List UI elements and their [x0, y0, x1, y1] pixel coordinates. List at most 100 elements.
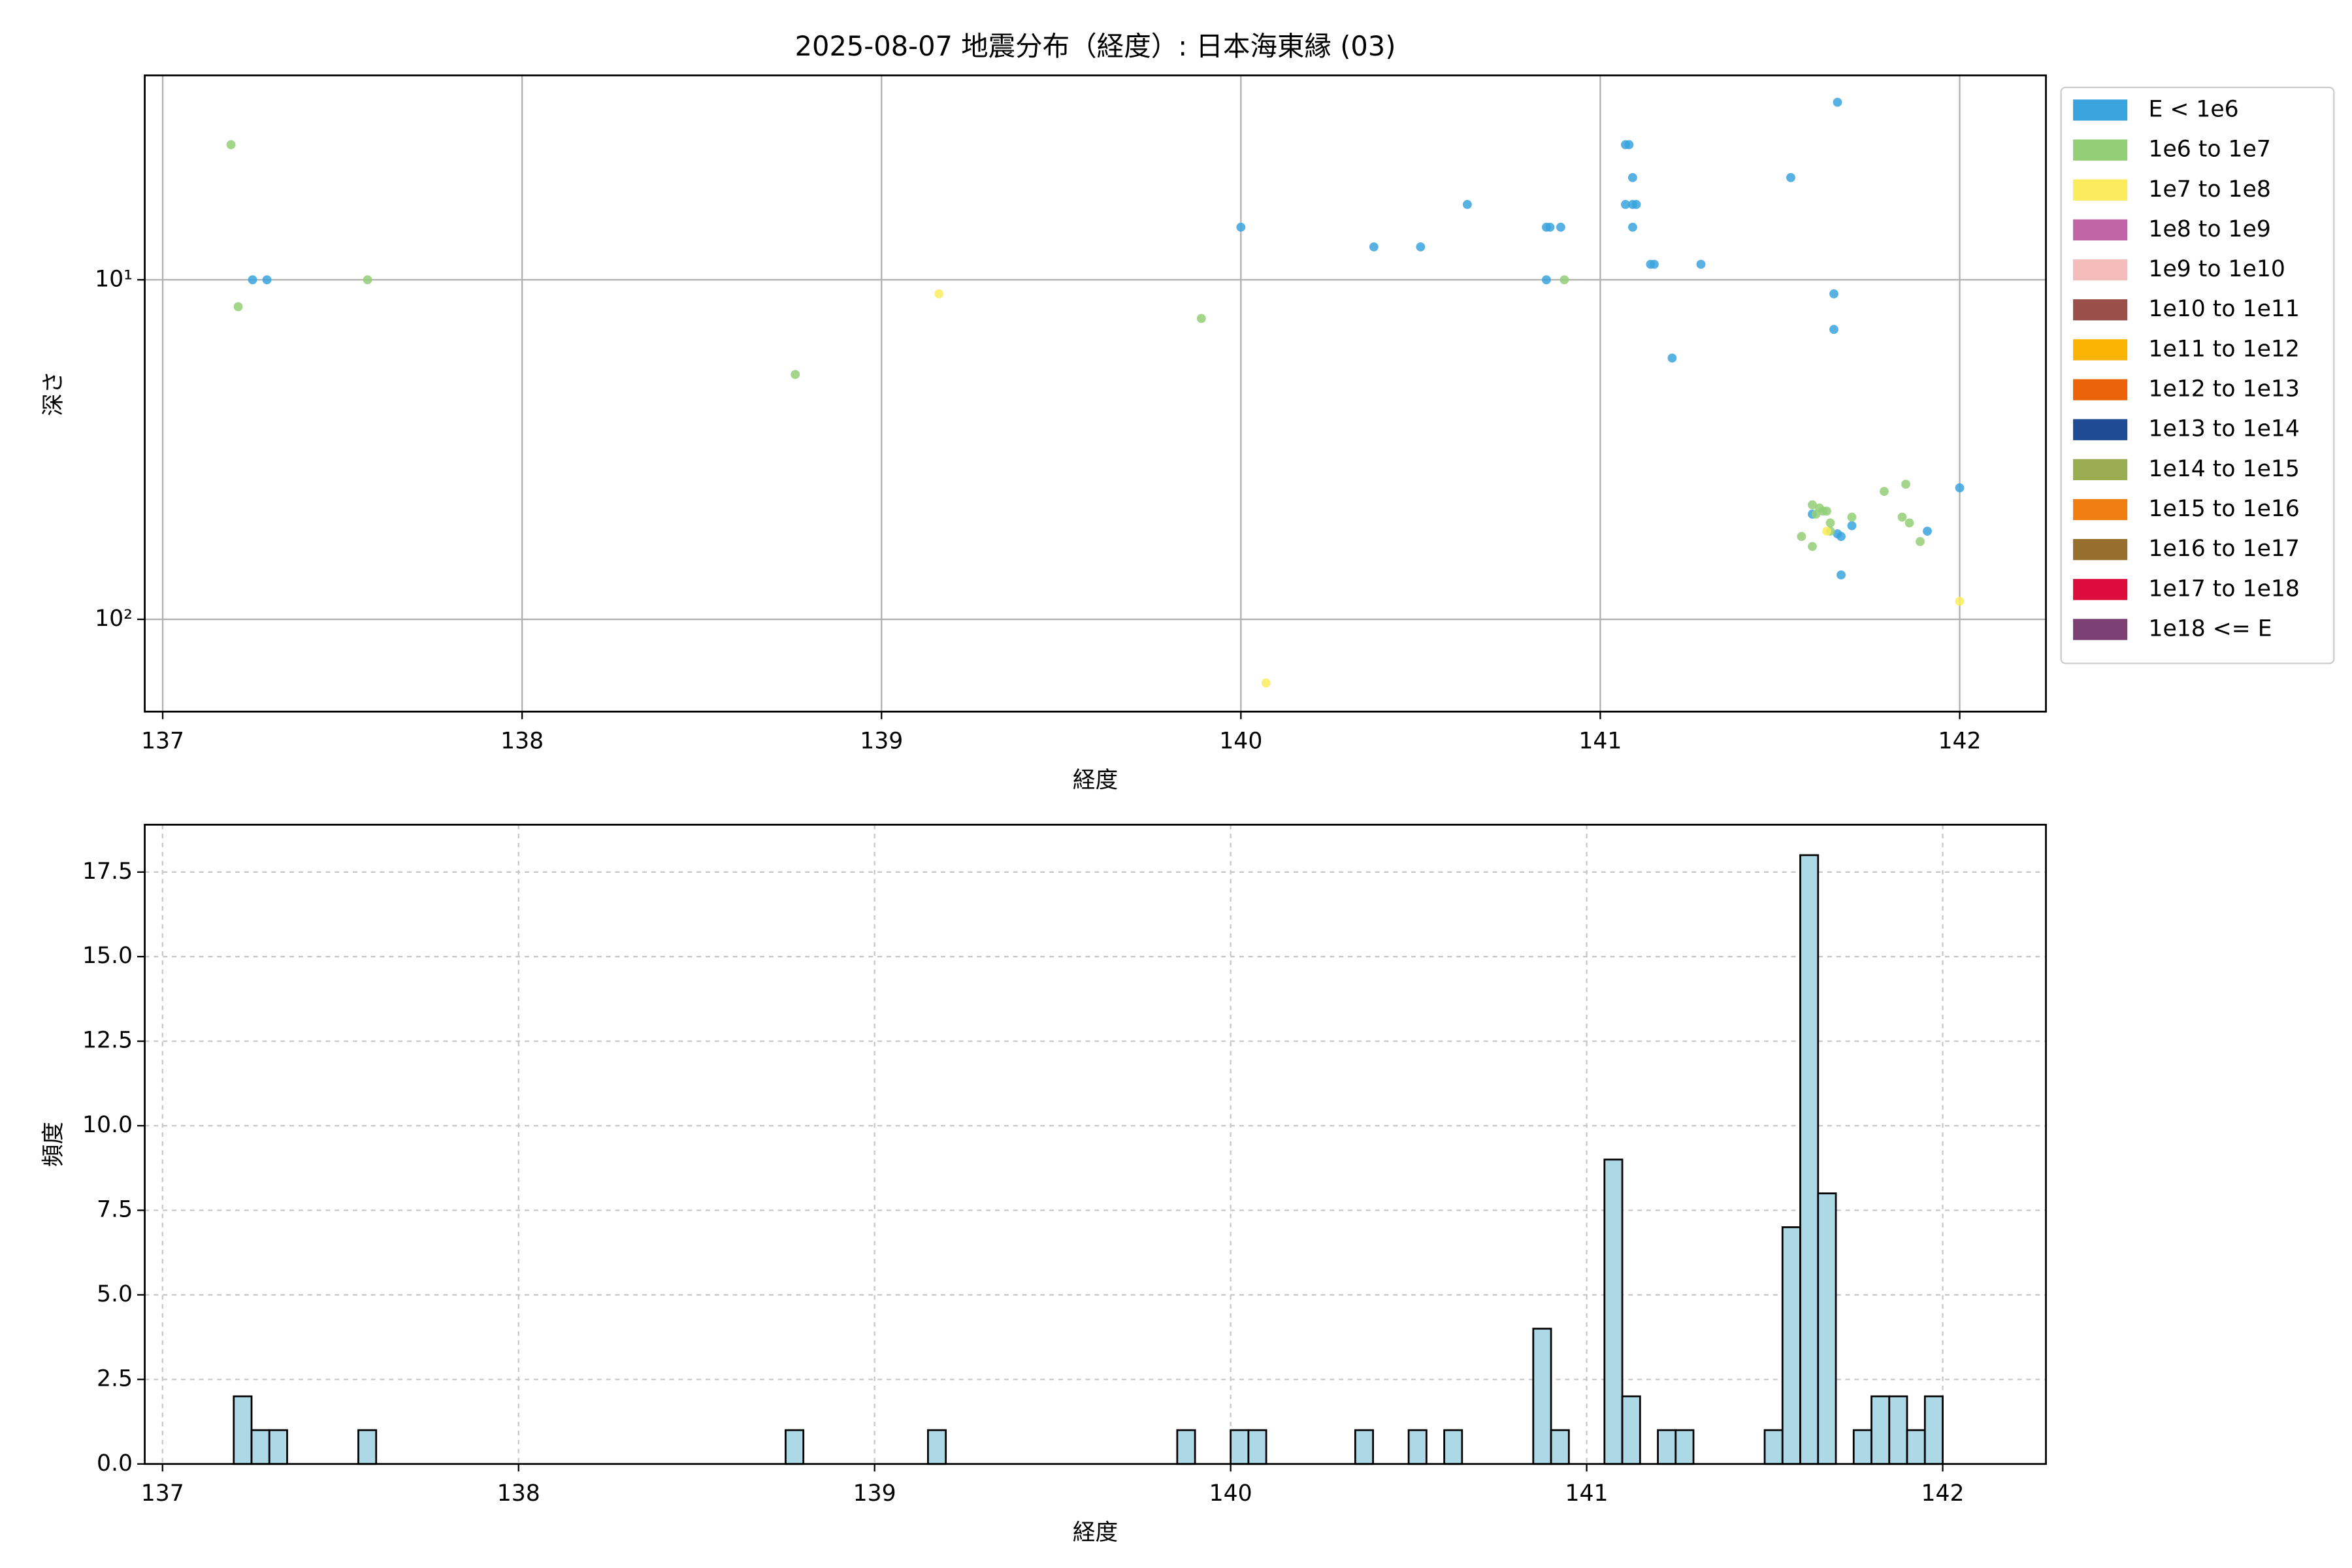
bar — [1176, 1429, 1196, 1465]
point — [1955, 483, 1965, 493]
x-tick-label: 137 — [141, 728, 184, 754]
legend-swatch — [2073, 459, 2128, 480]
y-axis-label: 頻度 — [41, 1122, 67, 1167]
x-tick-label: 139 — [853, 1480, 896, 1507]
legend-swatch — [2073, 419, 2128, 440]
legend-swatch — [2073, 299, 2128, 321]
legend-label: 1e12 to 1e13 — [2148, 376, 2299, 402]
legend-swatch — [2073, 139, 2128, 161]
point — [1624, 140, 1634, 150]
bar — [1799, 854, 1820, 1465]
x-axis-label: 経度 — [1073, 1520, 1118, 1546]
point — [1825, 518, 1835, 528]
legend-swatch — [2073, 619, 2128, 640]
point — [1897, 512, 1907, 522]
point — [1955, 596, 1965, 606]
legend-box — [2060, 86, 2335, 664]
point — [1923, 527, 1932, 536]
y-tick-label: 10.0 — [82, 1112, 133, 1138]
point — [363, 275, 372, 285]
bar — [1603, 1158, 1624, 1465]
legend-label: 1e10 to 1e11 — [2148, 296, 2299, 322]
point — [1797, 532, 1806, 542]
x-tick-label: 139 — [860, 728, 903, 754]
bar — [233, 1395, 253, 1465]
bar — [1550, 1429, 1570, 1465]
y-tick-label: 0.0 — [97, 1450, 133, 1477]
legend-label: 1e11 to 1e12 — [2148, 336, 2299, 362]
legend-label: 1e13 to 1e14 — [2148, 416, 2299, 442]
point — [1541, 275, 1551, 285]
legend-label: 1e6 to 1e7 — [2148, 137, 2270, 163]
bar — [785, 1429, 805, 1465]
bar — [1657, 1429, 1677, 1465]
point — [1196, 314, 1206, 323]
bar — [927, 1429, 947, 1465]
x-tick-label: 142 — [1938, 728, 1981, 754]
y-tick-label: 17.5 — [82, 858, 133, 885]
point — [1837, 570, 1846, 580]
point — [1556, 222, 1565, 232]
legend-swatch — [2073, 498, 2128, 521]
point — [1901, 480, 1910, 489]
point — [1628, 222, 1637, 232]
bar — [1852, 1429, 1872, 1465]
point — [1236, 222, 1246, 232]
y-tick-label: 10² — [95, 606, 133, 632]
bar — [268, 1429, 288, 1465]
bar — [1407, 1429, 1428, 1465]
bar — [1817, 1192, 1837, 1465]
point — [1667, 353, 1677, 363]
point — [1696, 259, 1706, 269]
point — [1560, 275, 1569, 285]
point — [1847, 512, 1857, 522]
legend-swatch — [2073, 99, 2128, 121]
point — [1811, 510, 1821, 519]
y-tick-label: 15.0 — [82, 943, 133, 969]
point — [1621, 200, 1630, 209]
legend-label: 1e18 <= E — [2148, 615, 2272, 642]
bar — [1781, 1226, 1801, 1465]
bar — [250, 1429, 270, 1465]
point — [1829, 289, 1838, 299]
point — [1628, 172, 1637, 182]
y-tick-label: 7.5 — [97, 1196, 133, 1222]
point — [1650, 259, 1659, 269]
plot-frame — [144, 823, 2047, 1465]
point — [1904, 518, 1914, 528]
x-axis-label: 経度 — [1073, 767, 1118, 793]
point — [934, 289, 944, 299]
x-tick-label: 140 — [1209, 1480, 1252, 1507]
point — [791, 370, 800, 380]
point — [1545, 222, 1555, 232]
point — [1833, 97, 1842, 107]
y-axis-label: 深さ — [41, 371, 67, 416]
legend-swatch — [2073, 219, 2128, 241]
bar — [1674, 1429, 1695, 1465]
legend-swatch — [2073, 539, 2128, 561]
legend-swatch — [2073, 579, 2128, 600]
point — [1808, 542, 1817, 551]
bar — [1870, 1395, 1891, 1465]
bar — [1621, 1395, 1641, 1465]
bar — [1923, 1395, 1944, 1465]
point — [1631, 200, 1641, 209]
point — [1786, 172, 1795, 182]
legend-label: 1e7 to 1e8 — [2148, 176, 2270, 203]
bar — [357, 1429, 378, 1465]
point — [1822, 506, 1831, 516]
point — [1261, 678, 1271, 688]
x-tick-label: 142 — [1921, 1480, 1964, 1507]
chart-title: 2025-08-07 地震分布（経度）: 日本海東縁 (03) — [795, 30, 1396, 62]
point — [1822, 527, 1831, 536]
legend-swatch — [2073, 179, 2128, 201]
y-tick-label: 10¹ — [95, 266, 133, 292]
x-tick-label: 137 — [141, 1480, 184, 1507]
point — [262, 275, 272, 285]
bar — [1763, 1429, 1784, 1465]
legend-swatch — [2073, 339, 2128, 361]
legend-label: 1e14 to 1e15 — [2148, 456, 2299, 482]
point — [1847, 521, 1857, 531]
x-tick-label: 141 — [1578, 728, 1622, 754]
